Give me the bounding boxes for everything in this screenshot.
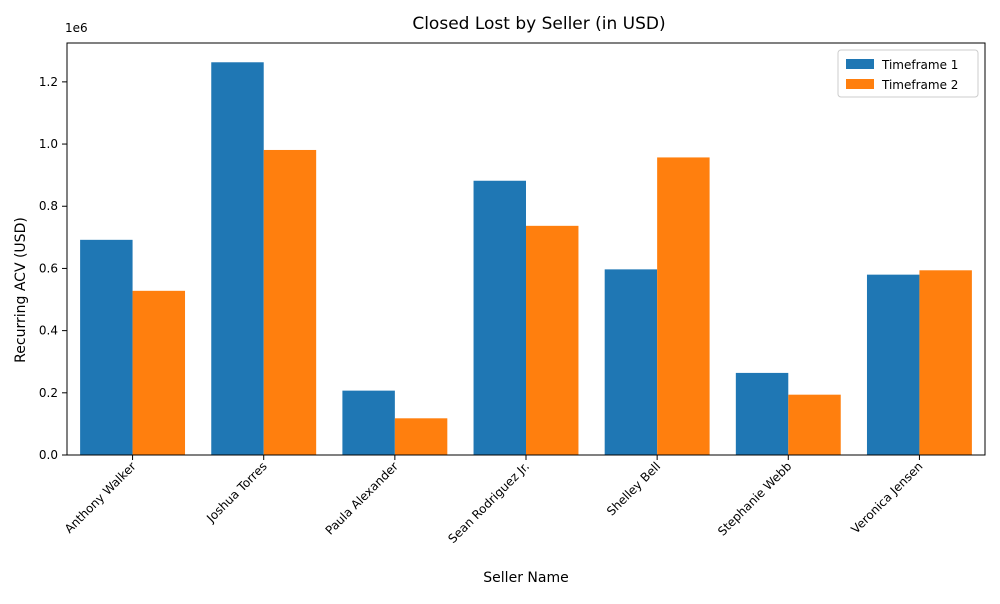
x-tick-label: Joshua Torres [203, 459, 270, 526]
x-tick-label: Anthony Walker [62, 459, 139, 536]
y-tick-label: 1.0 [39, 137, 58, 151]
bar-2-5 [657, 157, 710, 455]
bar-2-2 [263, 149, 317, 455]
bar-2-7 [919, 270, 972, 455]
legend: Timeframe 1 Timeframe 2 [837, 49, 979, 98]
bar-1-7 [866, 274, 920, 455]
y-axis-label: Recurring ACV (USD) [13, 217, 29, 363]
x-tick-label: Shelley Bell [604, 459, 663, 518]
bar-1-6 [735, 372, 789, 455]
x-tick-label: Paula Alexander [323, 459, 401, 537]
bar-2-3 [394, 418, 448, 455]
legend-label-1: Timeframe 1 [881, 58, 958, 72]
chart-title: Closed Lost by Seller (in USD) [412, 14, 665, 34]
y-tick-label: 0.2 [39, 386, 58, 400]
y-axis-offset-label: 1e6 [65, 21, 88, 35]
legend-label-2: Timeframe 2 [881, 78, 958, 92]
x-tick-label: Sean Rodriguez Jr. [445, 459, 532, 546]
x-axis-label: Seller Name [483, 570, 568, 586]
bar-2-1 [132, 290, 186, 455]
bar-1-4 [473, 180, 526, 455]
legend-swatch-1 [846, 59, 874, 69]
y-tick-label: 1.2 [39, 75, 58, 89]
y-tick-label: 0.8 [39, 199, 58, 213]
x-tick-label: Stephanie Webb [715, 459, 794, 538]
x-tick-label: Veronica Jensen [848, 459, 925, 536]
bar-2-6 [788, 394, 841, 455]
y-tick-label: 0.4 [39, 324, 58, 338]
bar-1-1 [80, 239, 133, 455]
bars-layer [80, 62, 972, 455]
bar-1-2 [211, 62, 264, 455]
bar-1-3 [342, 390, 395, 455]
y-tick-label: 0.6 [39, 261, 58, 275]
legend-swatch-2 [846, 79, 874, 89]
y-tick-label: 0.0 [39, 448, 58, 462]
bar-2-4 [526, 225, 579, 455]
bar-1-5 [604, 269, 658, 455]
